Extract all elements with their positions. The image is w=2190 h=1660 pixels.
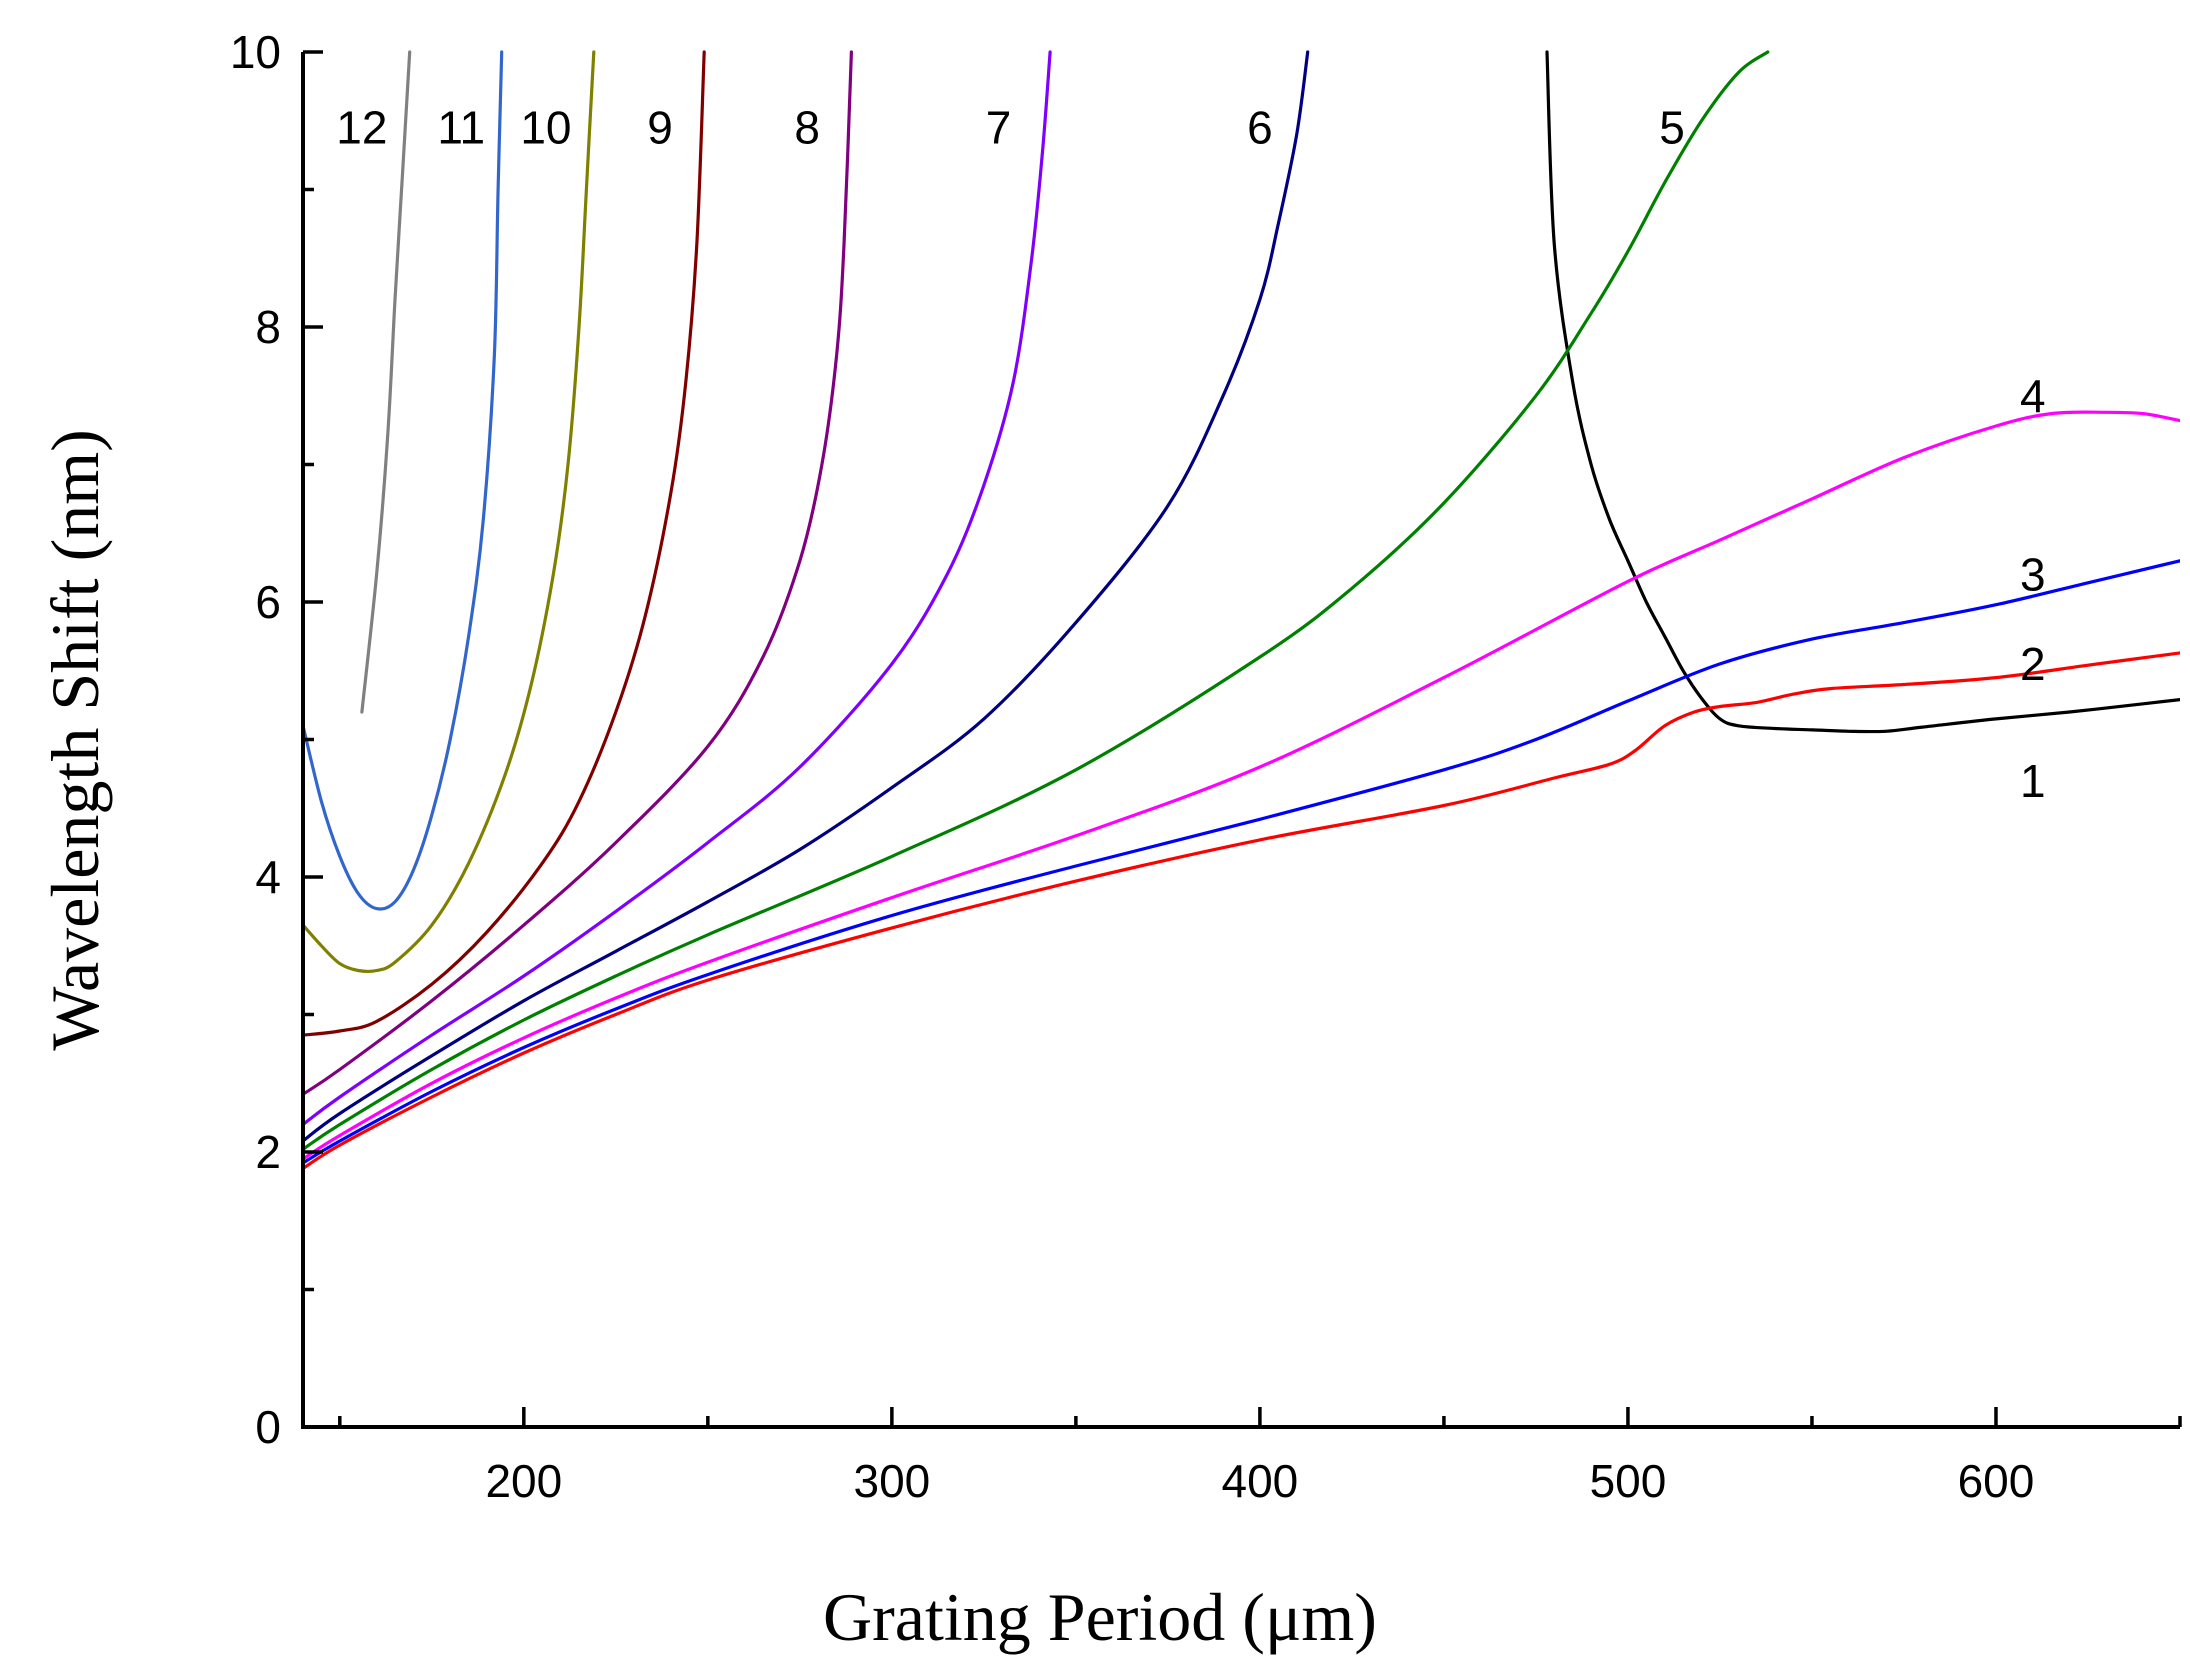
y-tick-label: 0 xyxy=(255,1401,281,1453)
series-line-7 xyxy=(303,50,1052,1127)
series-line-3 xyxy=(303,559,2180,1165)
series-line-5 xyxy=(303,50,1770,1151)
y-tick-label: 8 xyxy=(255,301,281,353)
x-tick-label: 300 xyxy=(853,1455,930,1507)
curve-label-6: 6 xyxy=(1247,102,1273,154)
curve-label-4: 4 xyxy=(2020,370,2046,422)
curve-label-9: 9 xyxy=(647,102,673,154)
y-tick-label: 2 xyxy=(255,1126,281,1178)
x-tick-label: 200 xyxy=(485,1455,562,1507)
series-line-9 xyxy=(303,50,706,1037)
x-tick-label: 600 xyxy=(1958,1455,2035,1507)
x-tick-label: 500 xyxy=(1590,1455,1667,1507)
curve-label-7: 7 xyxy=(986,102,1012,154)
curve-label-10: 10 xyxy=(520,102,571,154)
y-tick-label: 4 xyxy=(255,851,281,903)
curve-label-12: 12 xyxy=(336,102,387,154)
x-axis-title: Grating Period (μm) xyxy=(823,1579,1377,1655)
y-axis-title: Wavelength Shift (nm) xyxy=(37,429,113,1051)
series-layer xyxy=(303,50,2180,1171)
curve-label-5: 5 xyxy=(1659,102,1685,154)
series-line-6 xyxy=(303,50,1310,1143)
series-line-11 xyxy=(303,50,504,911)
series-line-12 xyxy=(360,50,412,714)
series-line-4 xyxy=(303,410,2180,1161)
y-tick-label: 6 xyxy=(255,576,281,628)
curve-label-11: 11 xyxy=(437,102,485,154)
x-tick-label: 400 xyxy=(1222,1455,1299,1507)
labels-layer: 12 11 10 9 8 7 6 5 4 3 2 1 xyxy=(336,102,2045,807)
y-tick-label: 10 xyxy=(230,26,281,78)
series-line-10 xyxy=(303,50,596,974)
curve-label-1: 1 xyxy=(2020,755,2046,807)
curve-label-8: 8 xyxy=(794,102,820,154)
series-line-1 xyxy=(1545,50,2180,734)
series-line-8 xyxy=(303,50,853,1096)
ticks-layer: 200 300 400 500 600 0 2 4 6 8 10 xyxy=(230,26,2182,1507)
curve-label-3: 3 xyxy=(2020,549,2046,601)
curve-label-2: 2 xyxy=(2020,638,2046,690)
series-line-2 xyxy=(303,651,2180,1171)
